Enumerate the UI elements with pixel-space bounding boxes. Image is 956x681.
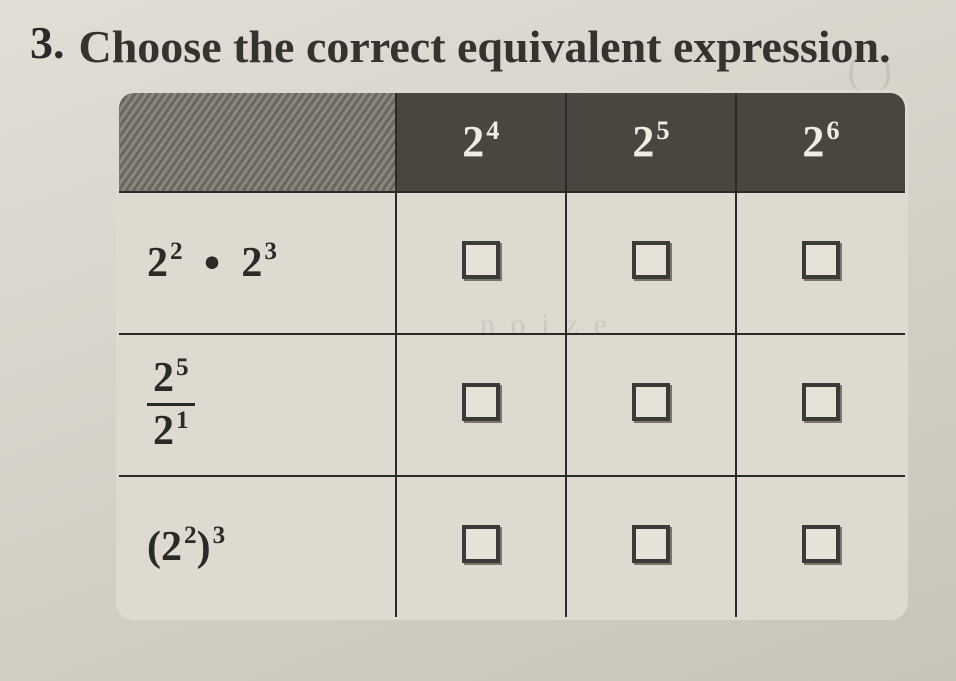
col1-base: 2	[632, 117, 654, 166]
col0-base: 2	[462, 117, 484, 166]
checkbox-r1-c1[interactable]	[632, 383, 670, 421]
checkbox-r0-c0[interactable]	[462, 241, 500, 279]
row1-den-exp: 1	[176, 407, 189, 434]
col2-base: 2	[802, 117, 824, 166]
checkbox-r0-c1[interactable]	[632, 241, 670, 279]
row2-inner-base: 2	[161, 524, 182, 570]
col-header-0: 24	[396, 91, 566, 192]
question-text: Choose the correct equivalent expression…	[79, 18, 891, 76]
checkbox-r2-c0[interactable]	[462, 525, 500, 563]
checkbox-r0-c2[interactable]	[802, 241, 840, 279]
row0-label: 22 ● 23	[118, 192, 396, 334]
row0-left-base: 2	[147, 240, 168, 286]
col-header-1: 25	[566, 91, 736, 192]
row0-right-base: 2	[241, 240, 262, 286]
table-corner-cell	[118, 91, 396, 192]
dot-icon: ●	[203, 246, 221, 279]
checkbox-r2-c2[interactable]	[802, 525, 840, 563]
checkbox-r1-c2[interactable]	[802, 383, 840, 421]
fraction-bar-icon	[147, 403, 195, 406]
row2-label: (22)3	[118, 476, 396, 619]
row0-left-exp: 2	[170, 238, 183, 265]
row1-den-base: 2	[153, 408, 174, 454]
equivalence-table: 24 25 26 22 ● 2	[116, 90, 908, 620]
col0-exp: 4	[486, 115, 499, 145]
row0-right-exp: 3	[264, 238, 277, 265]
question-prompt: 3. Choose the correct equivalent express…	[30, 18, 926, 76]
checkbox-r2-c1[interactable]	[632, 525, 670, 563]
row2-inner-exp: 2	[184, 522, 197, 549]
col1-exp: 5	[656, 115, 669, 145]
question-number: 3.	[30, 18, 65, 69]
row1-num-base: 2	[153, 355, 174, 401]
col2-exp: 6	[826, 115, 839, 145]
row2-outer-exp: 3	[213, 522, 226, 549]
col-header-2: 26	[736, 91, 907, 192]
row1-num-exp: 5	[176, 354, 189, 381]
row1-label: 25 21	[118, 334, 396, 476]
checkbox-r1-c0[interactable]	[462, 383, 500, 421]
